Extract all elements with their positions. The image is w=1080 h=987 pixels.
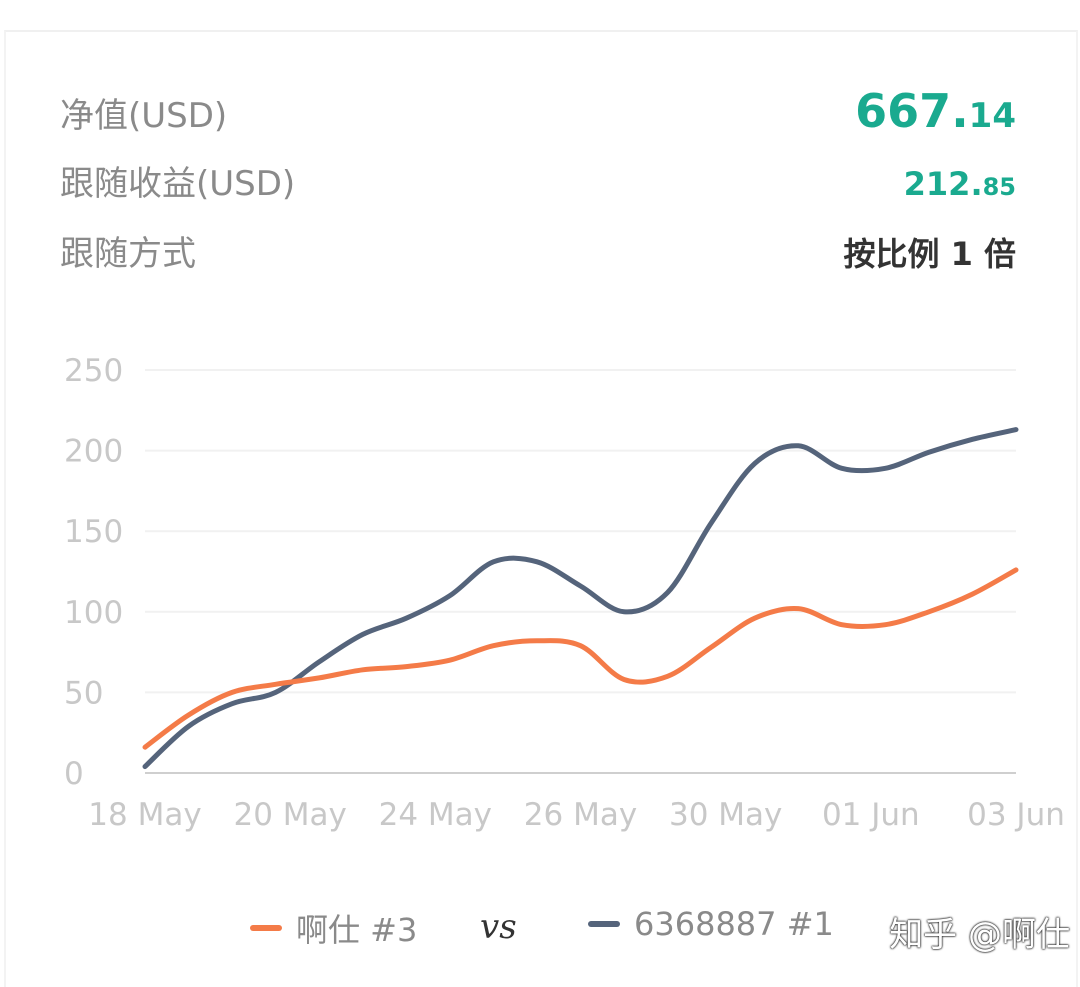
y-tick-label: 150 (64, 514, 123, 550)
x-tick-label: 26 May (524, 797, 637, 833)
net-value-row: 净值(USD) 667.14 (60, 84, 1016, 138)
series-line-a (142, 567, 1019, 750)
x-tick-label: 18 May (88, 797, 201, 833)
net-value-decimal: 14 (968, 96, 1016, 136)
net-value: 667.14 (855, 84, 1016, 138)
follow-profit-row: 跟随收益(USD) 212.85 (60, 156, 1016, 205)
legend-label-series-a: 啊仕 #3 (296, 911, 418, 949)
follow-profit-label: 跟随收益(USD) (60, 164, 296, 204)
y-tick-label: 0 (64, 756, 84, 792)
zhihu-watermark: 知乎 @啊仕 (889, 915, 1070, 955)
legend-item-series-a: 啊仕 #3 (250, 905, 417, 951)
legend-item-series-b: 6368887 #1 (588, 905, 834, 943)
follow-profit-value: 212.85 (904, 165, 1016, 203)
x-tick-label: 03 Jun (967, 797, 1065, 833)
legend-label-series-b: 6368887 #1 (634, 905, 834, 943)
legend-vs-text: vs (480, 907, 517, 947)
y-tick-label: 200 (64, 434, 123, 470)
follow-mode-row: 跟随方式 按比例 1 倍 (60, 226, 1016, 275)
legend-swatch-series-a (250, 925, 282, 931)
y-tick-label: 250 (64, 353, 123, 389)
follow-mode-value: 按比例 1 倍 (843, 235, 1016, 273)
legend-swatch-series-b (588, 921, 620, 927)
y-tick-label: 50 (64, 675, 103, 711)
chart-legend: 啊仕 #3 vs 6368887 #1 (0, 905, 1080, 955)
series-line-b (142, 427, 1019, 770)
net-value-integer: 667. (855, 84, 969, 138)
y-tick-label: 100 (64, 595, 123, 631)
net-value-label: 净值(USD) (60, 96, 228, 136)
x-tick-label: 30 May (669, 797, 782, 833)
follow-profit-decimal: 85 (982, 173, 1016, 201)
account-card (4, 30, 1078, 987)
follow-mode-label: 跟随方式 (60, 234, 196, 274)
x-tick-label: 20 May (233, 797, 346, 833)
x-tick-label: 01 Jun (822, 797, 920, 833)
equity-line-chart: 0 50 100 150 200 250 18 May 20 May 24 May 26 May 3… (64, 353, 1065, 833)
x-tick-label: 24 May (379, 797, 492, 833)
follow-profit-integer: 212. (903, 165, 983, 203)
